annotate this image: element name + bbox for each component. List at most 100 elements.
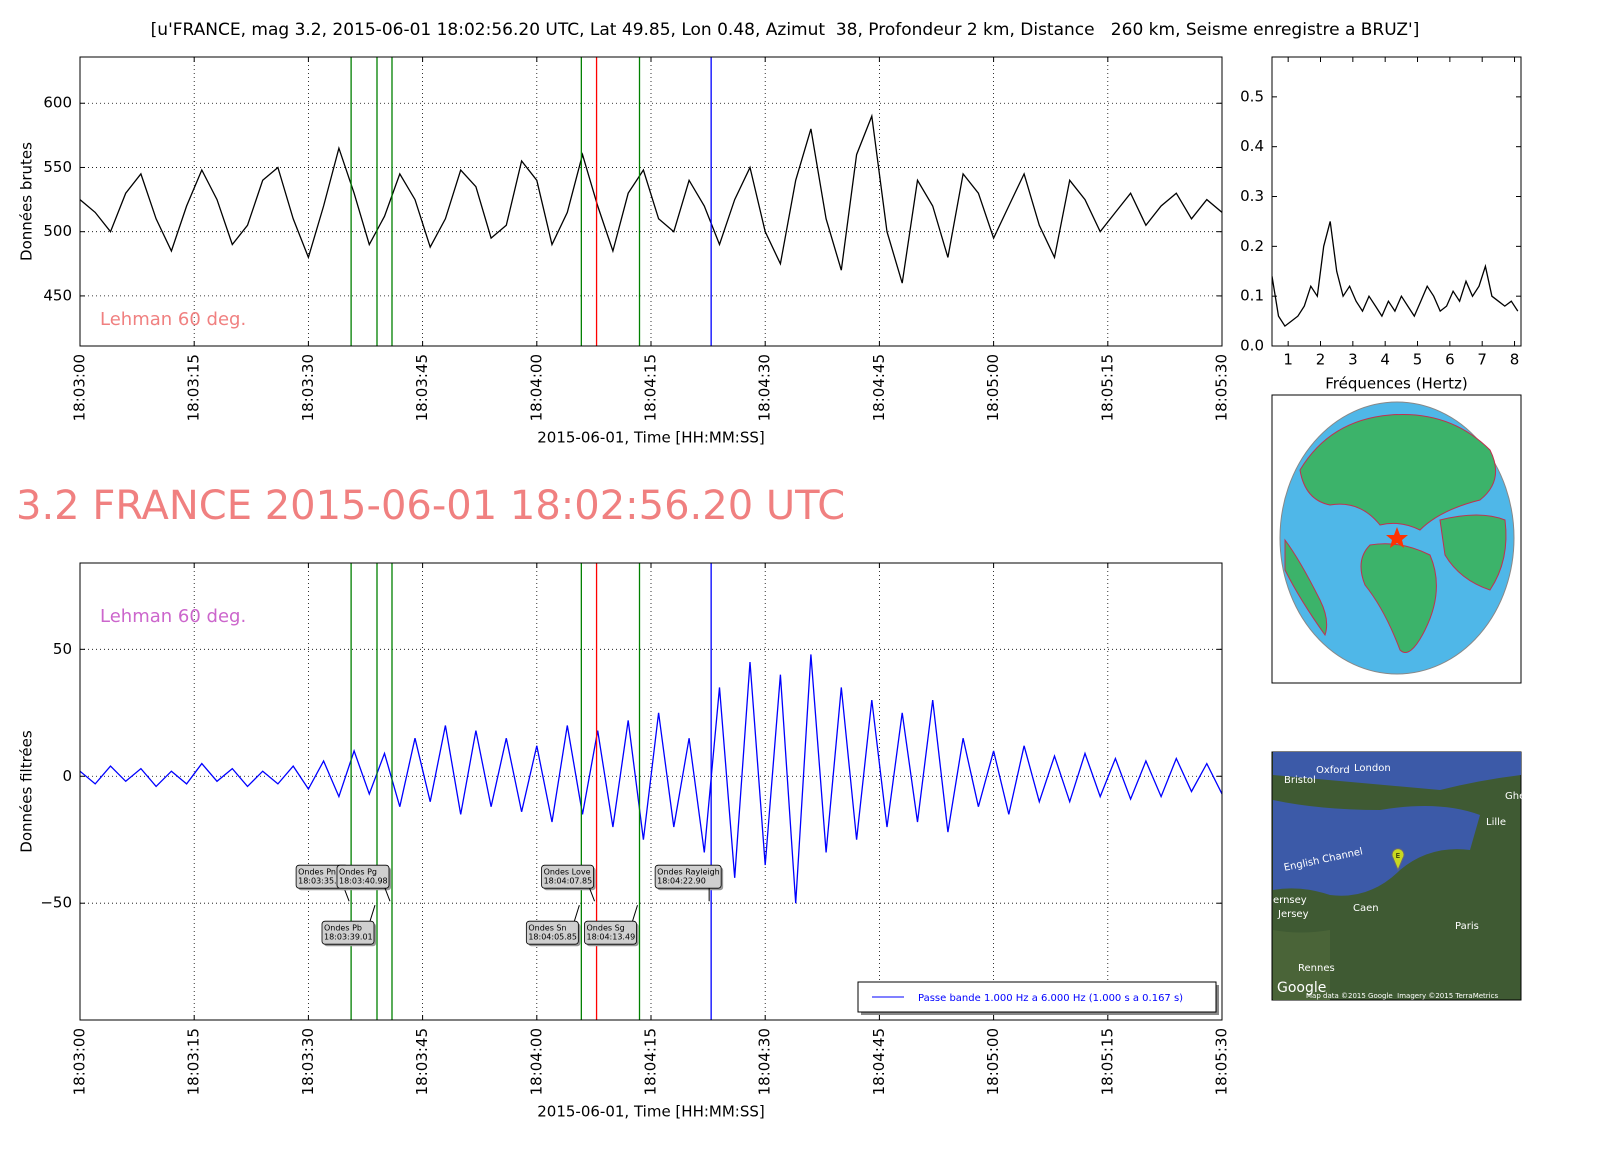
plot-frame <box>79 562 1223 1021</box>
x-tick-label: 18:03:15 <box>185 1028 203 1095</box>
chart-title: [u'FRANCE, mag 3.2, 2015-06-01 18:02:56.… <box>151 20 1420 40</box>
globe-land <box>1284 538 1328 637</box>
map-label: Paris <box>1455 921 1479 932</box>
arrival-box <box>321 920 375 945</box>
map-label: Caen <box>1353 903 1379 914</box>
y-tick-label: 0.1 <box>1240 287 1264 305</box>
plot-frame <box>1271 56 1522 347</box>
y-tick-label: 500 <box>43 222 72 240</box>
globe-inset <box>1271 394 1522 684</box>
x-tick-label: 6 <box>1445 351 1455 369</box>
arrival-arrow <box>384 888 391 902</box>
legend-label: Passe bande 1.000 Hz a 6.000 Hz (1.000 s… <box>918 993 1183 1004</box>
x-tick-label: 18:03:45 <box>413 354 431 421</box>
series-line <box>80 113 1222 284</box>
map-label: Bristol <box>1284 775 1316 786</box>
arrival-time: 18:04:07.85 <box>544 877 593 886</box>
x-axis-label: 2015-06-01, Time [HH:MM:SS] <box>537 429 764 447</box>
arrival-time: 18:03:35.61 <box>298 877 347 886</box>
chart-title: 3.2 FRANCE 2015-06-01 18:02:56.20 UTC <box>16 483 845 529</box>
x-tick-label: 18:05:00 <box>984 354 1002 421</box>
arrival-box <box>654 864 722 889</box>
x-tick-label: 18:04:30 <box>756 354 774 421</box>
y-tick-label: −50 <box>40 894 72 912</box>
annotation: Lehman 60 deg. <box>100 606 246 627</box>
arrival-time: 18:04:13.49 <box>587 933 636 942</box>
map-logo: Google <box>1277 980 1326 996</box>
x-tick-label: 18:05:00 <box>984 1028 1002 1095</box>
x-tick-label: 18:05:30 <box>1213 354 1231 421</box>
arrival-name: Ondes Sn <box>528 924 566 933</box>
arrival-name: Ondes Love <box>544 868 591 877</box>
x-tick-label: 1 <box>1283 351 1293 369</box>
x-tick-label: 18:03:15 <box>185 354 203 421</box>
globe-land <box>1439 514 1507 591</box>
arrival-name: Ondes Pn <box>298 868 336 877</box>
arrival-name: Ondes Sg <box>587 924 625 933</box>
y-tick-label: 0.2 <box>1240 237 1264 255</box>
arrival-box <box>525 920 579 945</box>
x-tick-label: 4 <box>1380 351 1390 369</box>
legend <box>857 981 1217 1013</box>
x-tick-label: 18:03:30 <box>299 1028 317 1095</box>
epicenter-star <box>1386 527 1408 548</box>
x-axis-label: Fréquences (Hertz) <box>1325 375 1468 393</box>
sea <box>1273 752 1521 790</box>
y-tick-label: 0 <box>62 767 72 785</box>
map-label: London <box>1354 763 1391 774</box>
y-tick-label: 600 <box>43 94 72 112</box>
x-tick-label: 18:04:45 <box>870 354 888 421</box>
globe-land <box>1299 413 1497 531</box>
x-tick-label: 18:05:15 <box>1098 354 1116 421</box>
x-tick-label: 18:05:15 <box>1098 1028 1116 1095</box>
x-tick-label: 3 <box>1348 351 1358 369</box>
globe-land <box>1360 543 1437 653</box>
x-tick-label: 8 <box>1510 351 1520 369</box>
arrival-time: 18:04:22.90 <box>657 877 706 886</box>
map-marker-label: E <box>1396 852 1400 860</box>
x-tick-label: 2 <box>1316 351 1326 369</box>
arrival-arrow <box>369 905 376 922</box>
map-label: Jersey <box>1277 909 1309 920</box>
channel <box>1273 800 1480 896</box>
arrival-time: 18:04:05.85 <box>528 933 577 942</box>
arrival-box <box>541 864 594 889</box>
x-tick-label: 18:04:45 <box>870 1028 888 1095</box>
annotation: Lehman 60 deg. <box>100 309 246 330</box>
y-tick-label: 50 <box>53 640 72 658</box>
arrival-arrow <box>589 888 596 902</box>
y-tick-label: 0.4 <box>1240 137 1264 155</box>
map-marker <box>1391 848 1405 872</box>
y-tick-label: 450 <box>43 286 72 304</box>
x-tick-label: 18:04:15 <box>642 354 660 421</box>
y-axis-label: Données filtrées <box>18 730 36 853</box>
x-tick-label: 18:03:30 <box>299 354 317 421</box>
x-tick-label: 7 <box>1477 351 1487 369</box>
x-tick-label: 5 <box>1413 351 1423 369</box>
land <box>1273 930 1330 1000</box>
y-axis-label: Données brutes <box>18 142 36 261</box>
map-label: Oxford <box>1316 765 1350 776</box>
y-tick-label: 0.3 <box>1240 187 1264 205</box>
series-line <box>1272 221 1519 328</box>
y-tick-label: 0.0 <box>1240 337 1264 355</box>
arrival-time: 18:03:39.01 <box>324 933 373 942</box>
x-tick-label: 18:04:30 <box>756 1028 774 1095</box>
arrival-box <box>336 864 390 889</box>
map-label: Ghe <box>1505 791 1525 802</box>
x-tick-label: 18:03:00 <box>71 354 89 421</box>
map-attribution: Map data ©2015 Google Imagery ©2015 Terr… <box>1306 992 1498 1000</box>
arrival-arrow <box>573 905 580 922</box>
map-label: Lille <box>1486 817 1506 828</box>
x-tick-label: 18:04:00 <box>527 1028 545 1095</box>
arrival-arrow <box>343 888 350 902</box>
x-tick-label: 18:03:00 <box>71 1028 89 1095</box>
y-tick-label: 550 <box>43 158 72 176</box>
plot-frame <box>79 56 1223 347</box>
x-tick-label: 18:05:30 <box>1213 1028 1231 1095</box>
y-tick-label: 0.5 <box>1240 87 1264 105</box>
arrival-name: Ondes Pg <box>339 868 377 877</box>
series-line <box>80 654 1222 904</box>
